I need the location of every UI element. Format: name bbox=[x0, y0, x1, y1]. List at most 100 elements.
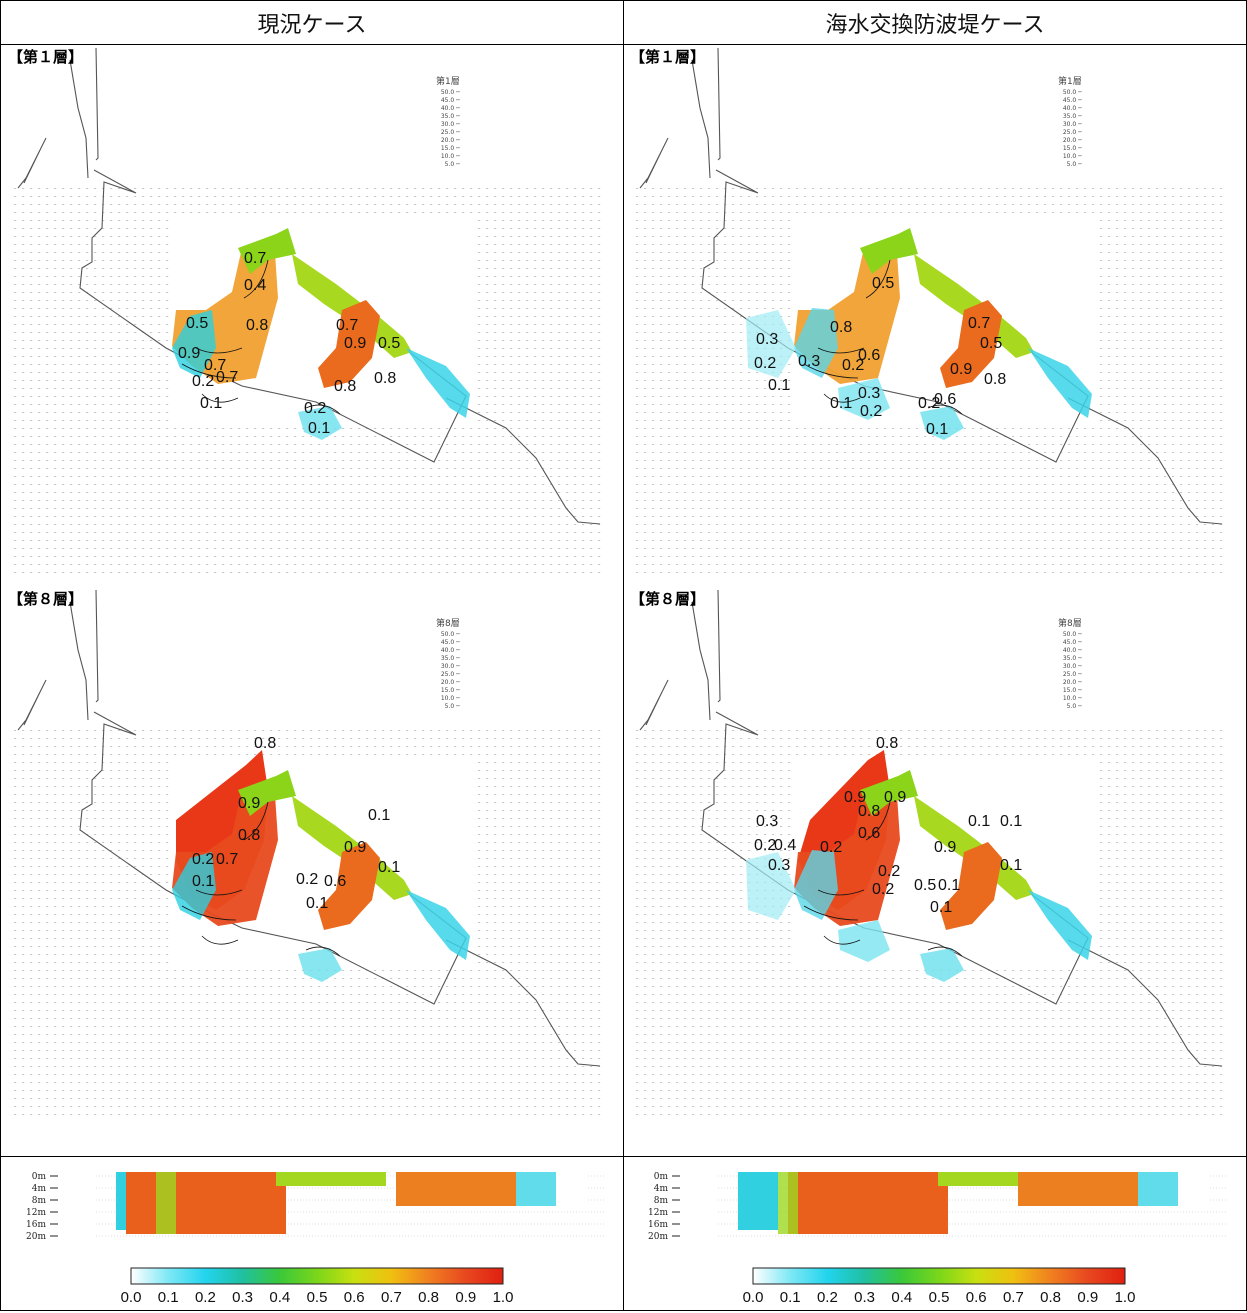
contour-label: 0.7 bbox=[216, 369, 238, 386]
contour-label: 0.5 bbox=[378, 335, 400, 352]
vector-scale-entry: 10.0 ─ bbox=[440, 695, 460, 702]
vector-scale-entry: 35.0 ─ bbox=[440, 113, 460, 120]
vector-legend-title: 第1層 bbox=[436, 77, 460, 87]
exchange-ratio-contours bbox=[172, 750, 470, 982]
contour-label: 0.7 bbox=[244, 250, 266, 267]
vector-scale-entry: 15.0 ─ bbox=[1062, 145, 1082, 152]
contour-label: 0.8 bbox=[246, 317, 268, 334]
vector-scale-entry: 5.0 ─ bbox=[1066, 161, 1082, 168]
contour-label: 0.5 bbox=[980, 335, 1002, 352]
depth-label: 12m bbox=[26, 1208, 46, 1218]
colorbar-tick-label: 0.2 bbox=[195, 1289, 216, 1306]
current-vector-field bbox=[636, 730, 1223, 1115]
contour-label: 0.2 bbox=[754, 837, 776, 854]
colorbar-tick-label: 0.0 bbox=[121, 1289, 142, 1306]
vector-scale-entry: 25.0 ─ bbox=[440, 129, 460, 136]
colorbar bbox=[752, 1267, 1126, 1285]
vector-scale-entry: 35.0 ─ bbox=[1062, 655, 1082, 662]
vector-scale-entry: 15.0 ─ bbox=[1062, 687, 1082, 694]
coastline bbox=[639, 589, 1223, 1067]
layer-label: 【第８層】 bbox=[8, 590, 84, 608]
layer-label: 【第８層】 bbox=[630, 590, 706, 608]
contour-label: 0.1 bbox=[968, 813, 990, 830]
depth-label: 12m bbox=[648, 1208, 668, 1218]
map-panel-mid-left: 0.8 0.9 0.8 0.1 0.2 0.7 0.9 0.1 0.2 0.6 0.1 0.1 【第８層… bbox=[6, 589, 616, 1125]
contour-label: 0.2 bbox=[842, 357, 864, 374]
vector-scale-entry: 25.0 ─ bbox=[1062, 671, 1082, 678]
vector-scale-entry: 45.0 ─ bbox=[440, 639, 460, 646]
contour-label: 0.4 bbox=[244, 277, 266, 294]
flow-map: 0.80.9 0.90.30.80.60.20.4 0.20.1 0.10.90.10… bbox=[636, 589, 1223, 1115]
colorbar-tick-label: 1.0 bbox=[1115, 1289, 1136, 1306]
depth-label: 8m bbox=[32, 1196, 47, 1206]
vector-legend-title: 第8層 bbox=[1058, 619, 1082, 629]
vector-scale-entry: 40.0 ─ bbox=[1062, 647, 1082, 654]
header-divider bbox=[1, 44, 1246, 45]
vector-scale-legend: 第8層 50.0 ─ 45.0 ─ 40.0 ─ 35.0 ─ 30.0 ─ 25.0 ─ 2… bbox=[436, 620, 460, 711]
colorbar-tick-label: 0.9 bbox=[455, 1289, 476, 1306]
colorbar-tick-label: 0.6 bbox=[966, 1289, 987, 1306]
coastline bbox=[17, 589, 601, 1067]
contour-label: 0.8 bbox=[238, 827, 260, 844]
vector-scale-entry: 10.0 ─ bbox=[440, 153, 460, 160]
contour-label: 0.7 bbox=[968, 315, 990, 332]
exchange-ratio-contours bbox=[746, 750, 1092, 982]
contour-label: 0.5 bbox=[914, 877, 936, 894]
vector-scale-entry: 30.0 ─ bbox=[440, 663, 460, 670]
depth-label: 8m bbox=[654, 1196, 669, 1206]
contour-label: 0.4 bbox=[774, 837, 796, 854]
colorbar-tick-label: 0.4 bbox=[269, 1289, 290, 1306]
contour-label: 0.1 bbox=[200, 395, 222, 412]
layer-label: 【第１層】 bbox=[8, 48, 84, 66]
vector-scale-entry: 20.0 ─ bbox=[440, 137, 460, 144]
contour-label: 0.8 bbox=[374, 370, 396, 387]
vector-scale-entry: 45.0 ─ bbox=[1062, 639, 1082, 646]
colorbar-tick-label: 0.6 bbox=[344, 1289, 365, 1306]
vector-scale-entry: 40.0 ─ bbox=[440, 105, 460, 112]
contour-label: 0.2 bbox=[296, 871, 318, 888]
contour-label: 0.2 bbox=[878, 863, 900, 880]
cross-section-right: 0m 4m 8m 12m 16m 20m 0.0 0.1 0.2 0.3 0.4 0.5 0.6 0.7 0… bbox=[628, 1160, 1238, 1308]
colorbar-tick-label: 0.7 bbox=[381, 1289, 402, 1306]
contour-label: 0.2 bbox=[820, 839, 842, 856]
contour-label: 0.7 bbox=[336, 317, 358, 334]
colorbar-tick-label: 0.4 bbox=[891, 1289, 912, 1306]
contour-label: 0.2 bbox=[754, 355, 776, 372]
colorbar-tick-label: 0.5 bbox=[307, 1289, 328, 1306]
contour-lines bbox=[803, 801, 963, 957]
column-divider bbox=[623, 1, 624, 1310]
colorbar-tick-label: 0.7 bbox=[1003, 1289, 1024, 1306]
flow-map: 0.50.8 0.70.3 0.50.2 0.3 0.20.60.90.80.10.10… bbox=[636, 47, 1223, 573]
contour-label: 0.6 bbox=[858, 347, 880, 364]
vector-scale-entry: 45.0 ─ bbox=[440, 97, 460, 104]
vector-scale-entry: 25.0 ─ bbox=[440, 671, 460, 678]
contour-label: 0.9 bbox=[178, 345, 200, 362]
contour-label: 0.2 bbox=[918, 395, 940, 412]
depth-label: 16m bbox=[26, 1220, 46, 1230]
flow-map: 0.70.40.5 0.8 0.70.90.70.9 0.50.2 0.70.8 0.80… bbox=[14, 47, 601, 573]
contour-label: 0.9 bbox=[884, 789, 906, 806]
contour-label: 0.1 bbox=[830, 395, 852, 412]
contour-label: 0.1 bbox=[306, 895, 328, 912]
coastline bbox=[17, 47, 601, 525]
contour-label: 0.5 bbox=[872, 275, 894, 292]
contour-label: 0.1 bbox=[308, 420, 330, 437]
vector-scale-entry: 30.0 ─ bbox=[1062, 121, 1082, 128]
map-panel-top-right: 0.5 0.8 0.7 0.3 0.5 0.2 0.3 0.2 0.6 0.9 0.8 0.1 0.1 0… bbox=[628, 47, 1238, 583]
contour-label: 0.2 bbox=[860, 403, 882, 420]
vector-scale-entry: 5.0 ─ bbox=[444, 703, 460, 710]
contour-label: 0.1 bbox=[1000, 813, 1022, 830]
vector-scale-entry: 15.0 ─ bbox=[440, 687, 460, 694]
colorbar-tick-label: 0.8 bbox=[1040, 1289, 1061, 1306]
colorbar-tick-label: 1.0 bbox=[493, 1289, 514, 1306]
contour-label: 0.2 bbox=[304, 400, 326, 417]
vector-legend-title: 第8層 bbox=[436, 619, 460, 629]
vector-scale-entry: 5.0 ─ bbox=[1066, 703, 1082, 710]
vector-scale-entry: 15.0 ─ bbox=[440, 145, 460, 152]
contour-label: 0.9 bbox=[950, 361, 972, 378]
depth-label: 20m bbox=[648, 1232, 668, 1242]
vector-scale-entry: 40.0 ─ bbox=[1062, 105, 1082, 112]
cross-section-contours bbox=[116, 1172, 586, 1234]
vector-scale-entry: 50.0 ─ bbox=[440, 89, 460, 96]
contour-label: 0.2 bbox=[872, 881, 894, 898]
